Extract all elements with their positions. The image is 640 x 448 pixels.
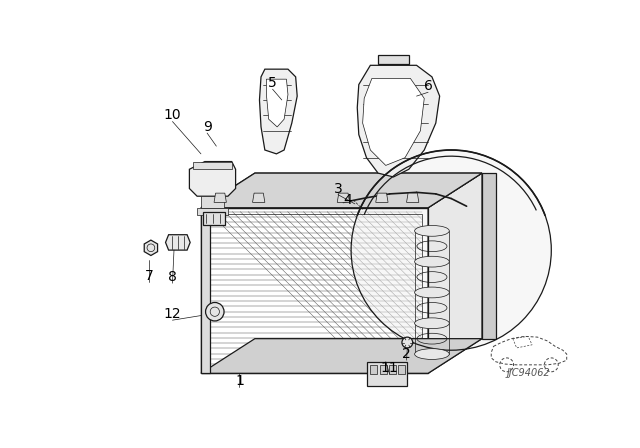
Polygon shape xyxy=(380,365,387,374)
Polygon shape xyxy=(201,339,482,373)
Circle shape xyxy=(205,302,224,321)
Polygon shape xyxy=(259,69,297,154)
Polygon shape xyxy=(189,162,236,196)
Polygon shape xyxy=(197,208,228,215)
Polygon shape xyxy=(201,208,210,373)
Polygon shape xyxy=(193,162,232,169)
Polygon shape xyxy=(201,173,482,208)
Ellipse shape xyxy=(415,256,449,267)
Text: 1: 1 xyxy=(235,374,244,388)
Text: 4: 4 xyxy=(343,193,351,207)
Polygon shape xyxy=(378,55,409,64)
Text: 8: 8 xyxy=(168,270,177,284)
Ellipse shape xyxy=(415,318,449,329)
Circle shape xyxy=(402,337,413,348)
Ellipse shape xyxy=(415,349,449,359)
Polygon shape xyxy=(214,193,227,202)
Polygon shape xyxy=(367,362,406,386)
Ellipse shape xyxy=(415,225,449,236)
Polygon shape xyxy=(406,193,419,202)
Polygon shape xyxy=(166,235,190,250)
Text: JJC94062: JJC94062 xyxy=(506,368,550,378)
Text: 2: 2 xyxy=(402,347,411,361)
Polygon shape xyxy=(389,365,396,374)
Polygon shape xyxy=(376,193,388,202)
Text: 7: 7 xyxy=(145,268,154,283)
Text: 12: 12 xyxy=(164,307,181,321)
Text: 11: 11 xyxy=(381,361,399,375)
Polygon shape xyxy=(371,365,378,374)
Polygon shape xyxy=(363,78,424,165)
Polygon shape xyxy=(482,173,496,339)
Text: 5: 5 xyxy=(268,76,277,90)
Polygon shape xyxy=(201,208,428,373)
Polygon shape xyxy=(337,193,349,202)
Polygon shape xyxy=(266,79,288,127)
Polygon shape xyxy=(428,173,482,373)
Polygon shape xyxy=(204,212,225,225)
Ellipse shape xyxy=(415,287,449,298)
Polygon shape xyxy=(201,196,224,208)
Circle shape xyxy=(351,150,551,350)
Polygon shape xyxy=(201,173,482,208)
Text: 3: 3 xyxy=(333,181,342,195)
Text: 6: 6 xyxy=(424,79,433,93)
Polygon shape xyxy=(357,65,440,177)
Polygon shape xyxy=(398,365,405,374)
Polygon shape xyxy=(144,240,157,255)
Text: 9: 9 xyxy=(203,120,212,134)
Polygon shape xyxy=(253,193,265,202)
Text: 10: 10 xyxy=(164,108,181,122)
